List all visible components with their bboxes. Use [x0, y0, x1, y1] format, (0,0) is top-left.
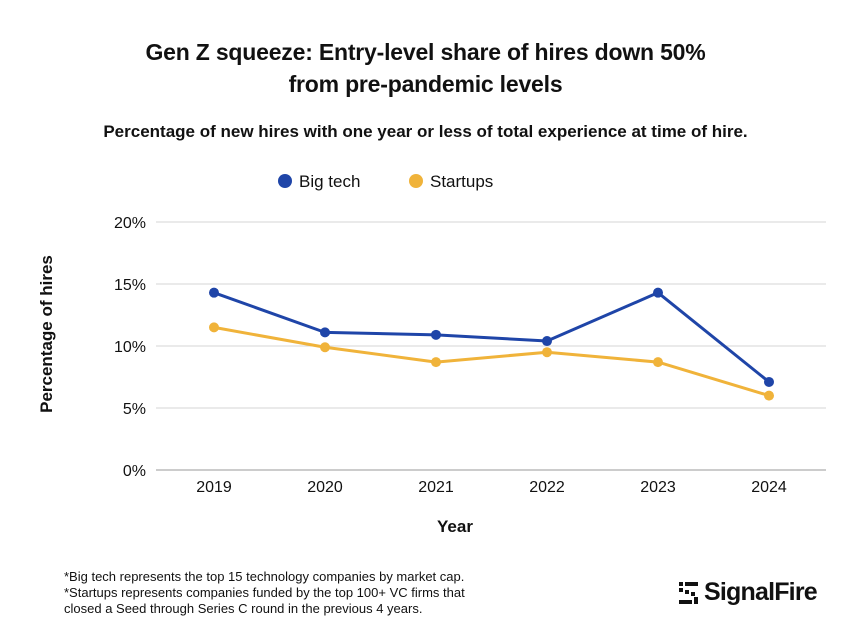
chart-title: Gen Z squeeze: Entry-level share of hire… [0, 36, 851, 100]
y-tick-label: 10% [114, 339, 146, 356]
x-tick-label: 2021 [418, 479, 454, 496]
x-tick-label: 2019 [196, 479, 232, 496]
x-tick-label: 2020 [307, 479, 343, 496]
data-point-startups-2020 [320, 342, 330, 353]
x-tick-label: 2024 [751, 479, 787, 496]
y-tick-label: 20% [114, 215, 146, 232]
data-point-startups-2022 [542, 347, 552, 358]
data-point-startups-2021 [431, 357, 441, 368]
y-axis-ticks: 0% 5% 10% 15% 20% [114, 215, 146, 480]
data-point-big-tech-2020 [320, 327, 330, 338]
y-tick-label: 15% [114, 277, 146, 294]
x-tick-label: 2022 [529, 479, 565, 496]
legend-label: Startups [430, 172, 493, 191]
chart-subtitle: Percentage of new hires with one year or… [103, 122, 748, 141]
line-chart: Big tech Startups 0%5%10%15%20% 2019 2020 2… [37, 172, 826, 536]
series-group [209, 287, 774, 401]
series-line-startups [212, 325, 771, 398]
x-tick-label: 2023 [640, 479, 676, 496]
data-point-big-tech-2022 [542, 336, 552, 347]
signalfire-logo: SignalFire [678, 578, 818, 607]
data-point-big-tech-2023 [653, 287, 663, 298]
chart-title-line-2: from pre-pandemic levels [288, 71, 563, 97]
x-axis-label: Year [437, 517, 473, 536]
data-point-big-tech-2021 [431, 329, 441, 340]
signalfire-logo-text: SignalFire [704, 578, 818, 606]
y-axis-label: Percentage of hires [37, 255, 56, 413]
y-tick-label: 5% [123, 401, 146, 418]
data-point-startups-2019 [209, 322, 219, 333]
y-tick-label: 0% [123, 463, 146, 480]
legend-marker-0 [278, 174, 292, 188]
series-startups [209, 322, 774, 401]
legend-marker-1 [409, 174, 423, 188]
data-point-big-tech-2019 [209, 287, 219, 298]
data-point-startups-2024 [764, 390, 774, 401]
footnote-startups-line-2: closed a Seed through Series C round in … [64, 601, 423, 616]
x-axis-ticks: 2019 2020 2021 2022 2023 2024 [196, 479, 787, 496]
legend-item-big-tech: Big tech [278, 172, 360, 191]
legend: Big tech Startups [278, 172, 493, 191]
legend-label: Big tech [299, 172, 360, 191]
series-big-tech [209, 287, 774, 387]
legend-item-startups: Startups [409, 172, 493, 191]
signalfire-logo-icon [679, 581, 698, 604]
series-line-big-tech [212, 291, 771, 384]
grid [156, 221, 826, 471]
footnote-big-tech: *Big tech represents the top 15 technolo… [64, 569, 465, 584]
data-point-big-tech-2024 [764, 376, 774, 387]
data-point-startups-2023 [653, 357, 663, 368]
footnote-startups-line-1: *Startups represents companies funded by… [64, 585, 465, 600]
chart-title-line-1: Gen Z squeeze: Entry-level share of hire… [145, 39, 706, 65]
footnotes: *Big tech represents the top 15 technolo… [64, 569, 465, 617]
